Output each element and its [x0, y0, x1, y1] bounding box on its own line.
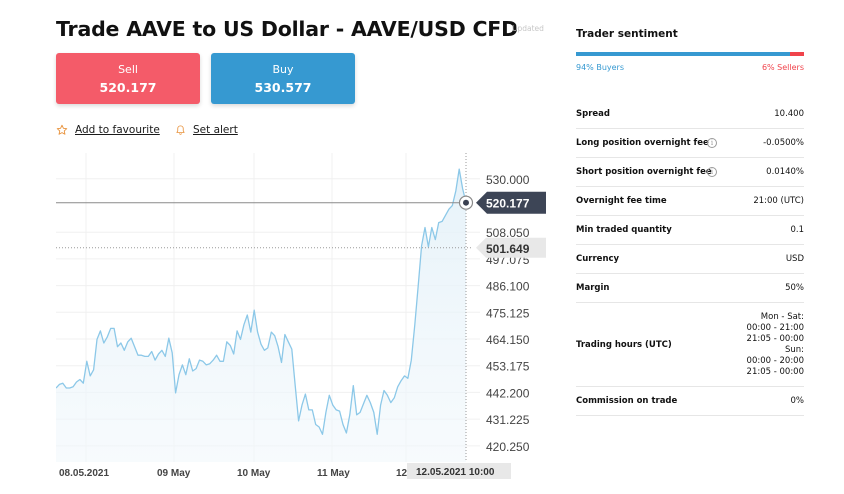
sell-price: 520.177 [99, 80, 157, 95]
favourite-label: Add to favourite [75, 124, 160, 136]
crosshair-date-tag [407, 463, 511, 479]
sentiment-buyers-fill [576, 52, 791, 56]
hover-price-tag [476, 237, 546, 258]
y-tick-label: 442.200 [486, 386, 530, 400]
sell-label: Sell [118, 63, 138, 76]
info-value: Mon - Sat: 00:00 - 21:00 21:05 - 00:00 S… [747, 312, 804, 378]
y-tick-label: 530.000 [486, 173, 530, 187]
info-key: Trading hours (UTC) [576, 339, 672, 350]
alert-label: Set alert [193, 124, 238, 136]
x-tick-label: 09 May [157, 468, 191, 479]
crosshair-date-label: 12.05.2021 10:00 [416, 467, 495, 478]
info-row-short-fee: Short position overnight fee i 0.0140% [576, 158, 804, 187]
y-tick-label: 464.150 [486, 333, 530, 347]
x-tick-label: 08.05.2021 [59, 468, 109, 479]
hours-line: Mon - Sat: [760, 311, 804, 322]
info-key: Long position overnight fee [576, 138, 709, 148]
x-tick-label: 10 May [237, 468, 271, 479]
buy-button[interactable]: Buy 530.577 [211, 53, 355, 104]
hours-line: Sun: [784, 344, 804, 355]
y-tick-label: 486.100 [486, 280, 530, 294]
info-key: Margin [576, 283, 610, 293]
info-key: Commission on trade [576, 396, 678, 406]
x-tick-label: 11 May [317, 468, 350, 479]
info-row-long-fee: Long position overnight fee i -0.0500% [576, 129, 804, 158]
info-row-trading-hours: Trading hours (UTC) Mon - Sat: 00:00 - 2… [576, 303, 804, 387]
hours-line: 21:05 - 00:00 [746, 366, 804, 377]
x-tick-label: 12 [396, 468, 408, 479]
info-key: Short position overnight fee [576, 167, 712, 177]
hover-price-tag-label: 501.649 [486, 242, 530, 256]
buy-price: 530.577 [254, 80, 312, 95]
instrument-info-table: Spread 10.400 Long position overnight fe… [576, 100, 804, 416]
page-title: Trade AAVE to US Dollar - AAVE/USD CFD [56, 17, 518, 41]
info-key: Currency [576, 254, 620, 264]
buy-label: Buy [272, 63, 294, 76]
current-point-dot [463, 199, 469, 206]
hours-line: 00:00 - 20:00 [746, 355, 804, 366]
info-value: 10.400 [774, 109, 804, 119]
y-tick-label: 508.050 [486, 226, 530, 240]
current-price-tag [476, 191, 546, 214]
info-row-currency: Currency USD [576, 245, 804, 274]
sentiment-sellers-fill [790, 52, 804, 56]
price-chart[interactable]: 530.000508.050497.075486.100475.125464.1… [56, 150, 550, 482]
star-icon [56, 124, 68, 135]
info-value: -0.0500% [763, 138, 804, 148]
price-series [56, 168, 467, 462]
set-alert-link[interactable]: Set alert [175, 124, 238, 136]
hours-line: 21:05 - 00:00 [746, 333, 804, 344]
price-area [56, 169, 466, 462]
y-tick-label: 420.250 [486, 440, 530, 454]
info-row-spread: Spread 10.400 [576, 100, 804, 129]
info-value: 21:00 (UTC) [753, 196, 804, 206]
sell-button[interactable]: Sell 520.177 [56, 53, 200, 104]
info-row-overnight-time: Overnight fee time 21:00 (UTC) [576, 187, 804, 216]
add-to-favourite-link[interactable]: Add to favourite [56, 124, 160, 136]
y-tick-label: 453.175 [486, 360, 530, 374]
info-row-min-quantity: Min traded quantity 0.1 [576, 216, 804, 245]
y-tick-label: 431.225 [486, 413, 530, 427]
sellers-percent: 6% Sellers [761, 63, 804, 72]
updated-label: Updated [512, 24, 544, 33]
info-value: 50% [785, 283, 804, 293]
sentiment-bar [576, 52, 804, 56]
info-value: 0% [790, 396, 805, 406]
y-tick-label: 475.125 [486, 306, 530, 320]
chart-overlay [56, 153, 474, 462]
info-value: 0.0140% [766, 167, 804, 177]
info-row-commission: Commission on trade 0% [576, 387, 804, 416]
info-key: Spread [576, 109, 610, 119]
info-key: Min traded quantity [576, 225, 672, 235]
trader-sentiment-title: Trader sentiment [576, 28, 678, 40]
current-price-tag-label: 520.177 [486, 197, 530, 211]
info-icon[interactable]: i [707, 138, 717, 148]
info-icon[interactable]: i [707, 167, 717, 177]
hours-line: 00:00 - 21:00 [746, 322, 804, 333]
info-key: Overnight fee time [576, 196, 667, 206]
info-value: 0.1 [790, 225, 804, 235]
bell-icon [176, 125, 185, 135]
info-row-margin: Margin 50% [576, 274, 804, 303]
price-line [56, 168, 467, 435]
buyers-percent: 94% Buyers [576, 63, 624, 72]
chart-axes: 530.000508.050497.075486.100475.125464.1… [59, 173, 546, 479]
info-value: USD [785, 254, 804, 264]
